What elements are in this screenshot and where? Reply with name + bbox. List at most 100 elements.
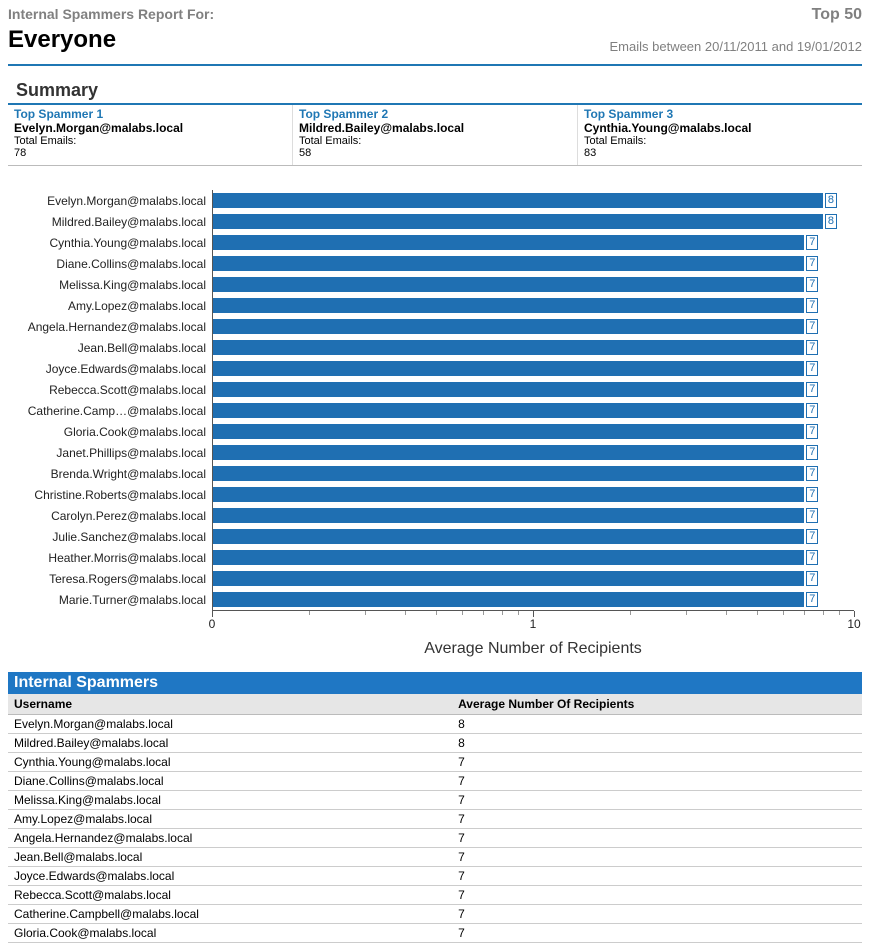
table-row: Melissa.King@malabs.local7 xyxy=(8,791,862,810)
axis-tick-minor xyxy=(405,611,406,615)
summary-card-count: 83 xyxy=(584,147,856,159)
axis-tick-minor xyxy=(502,611,503,615)
chart-value-label: 7 xyxy=(806,256,818,271)
chart-row: Carolyn.Perez@malabs.local 7 xyxy=(16,505,854,526)
chart-ylabel: Marie.Turner@malabs.local xyxy=(16,593,212,607)
chart-value-label: 7 xyxy=(806,508,818,523)
axis-tick-minor xyxy=(839,611,840,615)
chart-row: Julie.Sanchez@malabs.local 7 xyxy=(16,526,854,547)
chart-row: Melissa.King@malabs.local7 xyxy=(16,274,854,295)
table-cell: Amy.Lopez@malabs.local xyxy=(8,810,452,829)
chart-value-label: 7 xyxy=(806,298,818,313)
chart-bar xyxy=(212,487,804,502)
summary-card-sublabel: Total Emails: xyxy=(584,135,856,147)
chart-value-label: 7 xyxy=(806,529,818,544)
table-header-cell: Username xyxy=(8,694,452,715)
chart-row: Mildred.Bailey@malabs.local 8 xyxy=(16,211,854,232)
chart-ylabel: Amy.Lopez@malabs.local xyxy=(16,299,212,313)
top-n-label: Top 50 xyxy=(812,6,862,24)
summary-card-email: Cynthia.Young@malabs.local xyxy=(584,121,856,135)
chart-row: Jean.Bell@malabs.local7 xyxy=(16,337,854,358)
chart-value-label: 7 xyxy=(806,550,818,565)
summary-card-sublabel: Total Emails: xyxy=(299,135,571,147)
axis-tick-minor xyxy=(823,611,824,615)
chart-value-label: 7 xyxy=(806,424,818,439)
axis-tick-minor xyxy=(804,611,805,615)
table-row: Gloria.Cook@malabs.local7 xyxy=(8,924,862,943)
chart-bar xyxy=(212,193,823,208)
axis-tick-label: 0 xyxy=(209,617,216,631)
table-cell: Cynthia.Young@malabs.local xyxy=(8,753,452,772)
table-cell: Joyce.Edwards@malabs.local xyxy=(8,867,452,886)
chart-ylabel: Gloria.Cook@malabs.local xyxy=(16,425,212,439)
axis-tick-minor xyxy=(757,611,758,615)
table-row: Amy.Lopez@malabs.local7 xyxy=(8,810,862,829)
chart-row: Brenda.Wright@malabs.local 7 xyxy=(16,463,854,484)
table-row: Catherine.Campbell@malabs.local7 xyxy=(8,905,862,924)
chart-row: Cynthia.Young@malabs.local7 xyxy=(16,232,854,253)
chart-value-label: 8 xyxy=(825,193,837,208)
chart-row: Amy.Lopez@malabs.local 7 xyxy=(16,295,854,316)
axis-tick-minor xyxy=(518,611,519,615)
summary-card-count: 78 xyxy=(14,147,286,159)
table-cell: Diane.Collins@malabs.local xyxy=(8,772,452,791)
table-cell: 7 xyxy=(452,924,862,943)
summary-heading: Summary xyxy=(16,80,862,101)
summary-card-label: Top Spammer 2 xyxy=(299,107,571,121)
chart-ylabel: Mildred.Bailey@malabs.local xyxy=(16,215,212,229)
summary-card-label: Top Spammer 3 xyxy=(584,107,856,121)
axis-tick-minor xyxy=(783,611,784,615)
table-cell: 7 xyxy=(452,829,862,848)
page-title: Everyone xyxy=(8,26,116,54)
chart-row: Joyce.Edwards@malabs.local7 xyxy=(16,358,854,379)
chart-ylabel: Diane.Collins@malabs.local xyxy=(16,257,212,271)
summary-card: Top Spammer 1Evelyn.Morgan@malabs.localT… xyxy=(8,105,293,165)
table-cell: 7 xyxy=(452,886,862,905)
x-axis-title: Average Number of Recipients xyxy=(212,640,854,658)
chart-row: Rebecca.Scott@malabs.local7 xyxy=(16,379,854,400)
chart-value-label: 8 xyxy=(825,214,837,229)
chart-ylabel: Evelyn.Morgan@malabs.local xyxy=(16,194,212,208)
summary-card-count: 58 xyxy=(299,147,571,159)
chart-bar xyxy=(212,382,804,397)
chart-bar xyxy=(212,403,804,418)
axis-tick-label: 1 xyxy=(530,617,537,631)
chart-bar xyxy=(212,571,804,586)
divider xyxy=(8,64,862,66)
table-row: Cynthia.Young@malabs.local7 xyxy=(8,753,862,772)
table-cell: Mildred.Bailey@malabs.local xyxy=(8,734,452,753)
report-for-label: Internal Spammers Report For: xyxy=(8,6,214,22)
chart-value-label: 7 xyxy=(806,466,818,481)
chart-bar xyxy=(212,235,804,250)
table-row: Rebecca.Scott@malabs.local7 xyxy=(8,886,862,905)
chart-ylabel: Janet.Phillips@malabs.local xyxy=(16,446,212,460)
chart-bar xyxy=(212,529,804,544)
chart-value-label: 7 xyxy=(806,277,818,292)
summary-card: Top Spammer 2Mildred.Bailey@malabs.local… xyxy=(293,105,578,165)
chart-ylabel: Julie.Sanchez@malabs.local xyxy=(16,530,212,544)
table-row: Diane.Collins@malabs.local7 xyxy=(8,772,862,791)
table-cell: Melissa.King@malabs.local xyxy=(8,791,452,810)
axis-tick-minor xyxy=(365,611,366,615)
table-cell: 7 xyxy=(452,867,862,886)
spammers-table: UsernameAverage Number Of Recipients Eve… xyxy=(8,694,862,943)
chart-row: Catherine.Camp…@malabs.local 7 xyxy=(16,400,854,421)
chart-ylabel: Brenda.Wright@malabs.local xyxy=(16,467,212,481)
chart-ylabel: Catherine.Camp…@malabs.local xyxy=(16,404,212,418)
chart-value-label: 7 xyxy=(806,571,818,586)
table-cell: 8 xyxy=(452,734,862,753)
chart-row: Gloria.Cook@malabs.local 7 xyxy=(16,421,854,442)
chart-value-label: 7 xyxy=(806,403,818,418)
chart-ylabel: Carolyn.Perez@malabs.local xyxy=(16,509,212,523)
chart-bar xyxy=(212,256,804,271)
chart-ylabel: Jean.Bell@malabs.local xyxy=(16,341,212,355)
chart-row: Teresa.Rogers@malabs.local7 xyxy=(16,568,854,589)
chart-row: Evelyn.Morgan@malabs.local 8 xyxy=(16,190,854,211)
table-section-title: Internal Spammers xyxy=(8,672,862,694)
table-header-cell: Average Number Of Recipients xyxy=(452,694,862,715)
chart-value-label: 7 xyxy=(806,361,818,376)
chart-row: Diane.Collins@malabs.local 7 xyxy=(16,253,854,274)
chart-value-label: 7 xyxy=(806,445,818,460)
chart-ylabel: Heather.Morris@malabs.local xyxy=(16,551,212,565)
date-range: Emails between 20/11/2011 and 19/01/2012 xyxy=(610,39,863,54)
